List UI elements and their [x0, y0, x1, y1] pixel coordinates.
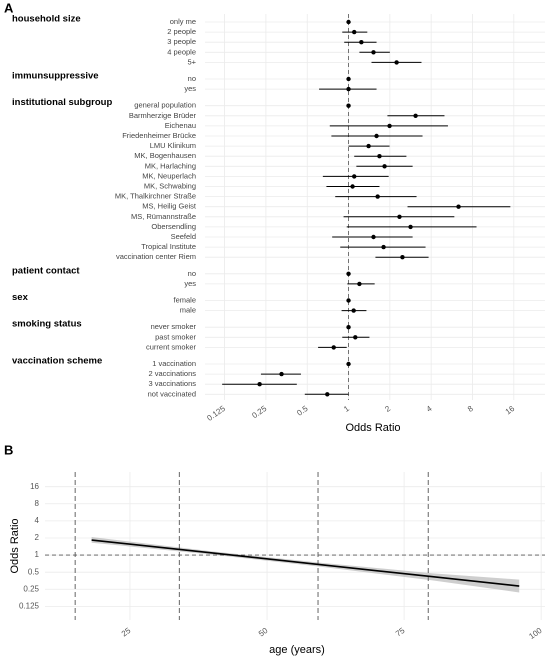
row-label: 3 vaccinations: [148, 379, 196, 388]
estimate-point: [350, 184, 355, 189]
estimate-point: [371, 50, 376, 55]
group-header: smoking status: [12, 319, 82, 330]
row-label: Barmherzige Brüder: [129, 111, 197, 120]
x-tick-label: 4: [425, 404, 434, 414]
row-label: vaccination center Riem: [116, 252, 196, 261]
y-tick-label: 0.125: [19, 601, 40, 610]
fitted-line: [91, 539, 520, 587]
group-header: institutional subgroup: [12, 97, 112, 108]
estimate-point: [387, 123, 392, 129]
estimate-point: [346, 325, 351, 330]
row-label: LMU Klinikum: [150, 141, 196, 150]
y-axis-label: Odds Ratio: [9, 518, 21, 573]
estimate-point: [331, 345, 336, 350]
x-axis-label: Odds Ratio: [345, 422, 400, 434]
row-label: current smoker: [146, 342, 197, 351]
y-tick-label: 2: [35, 533, 40, 542]
estimate-point: [346, 361, 351, 367]
row-label: general population: [134, 101, 196, 110]
x-axis-label: age (years): [269, 644, 325, 656]
row-label: MS, Rümannstraße: [131, 212, 196, 221]
y-tick-label: 1: [35, 550, 40, 559]
row-label: Seefeld: [171, 232, 196, 241]
estimate-point: [375, 194, 380, 199]
row-label: female: [173, 295, 196, 304]
group-header: household size: [12, 14, 81, 25]
row-label: 2 people: [167, 27, 196, 36]
row-label: Eichenau: [165, 121, 196, 130]
row-label: male: [180, 306, 196, 315]
estimate-point: [257, 382, 262, 387]
estimate-point: [279, 371, 284, 377]
group-header: vaccination scheme: [12, 356, 102, 367]
row-label: 2 vaccinations: [148, 369, 196, 378]
row-label: no: [188, 269, 196, 278]
estimate-point: [352, 29, 357, 35]
estimate-point: [357, 281, 362, 287]
estimate-point: [377, 154, 382, 159]
panel-label: A: [4, 0, 14, 15]
row-label: Tropical Institute: [141, 242, 196, 251]
x-tick-label: 1: [342, 404, 351, 414]
y-tick-label: 0.5: [28, 567, 40, 576]
y-tick-label: 16: [30, 482, 39, 491]
row-label: 4 people: [167, 47, 196, 56]
x-tick-label: 2: [383, 404, 392, 414]
row-label: Friedenheimer Brücke: [122, 131, 196, 140]
row-label: yes: [184, 84, 196, 93]
row-label: Obersendling: [151, 222, 196, 231]
row-label: MK, Bogenhausen: [134, 151, 196, 160]
estimate-point: [351, 308, 356, 313]
estimate-point: [353, 335, 358, 340]
estimate-point: [374, 133, 379, 139]
estimate-point: [400, 255, 405, 260]
row-label: never smoker: [151, 322, 197, 331]
row-label: only me: [170, 17, 196, 26]
group-header: immunsuppressive: [12, 71, 99, 82]
estimate-point: [346, 19, 351, 25]
estimate-point: [394, 60, 399, 65]
estimate-point: [413, 113, 418, 119]
estimate-point: [352, 174, 357, 179]
row-label: MS, Heilig Geist: [142, 202, 197, 211]
y-tick-label: 0.25: [23, 584, 39, 593]
estimate-point: [366, 143, 371, 149]
estimate-point: [408, 224, 413, 230]
row-label: 3 people: [167, 37, 196, 46]
row-label: MK, Thalkirchner Straße: [115, 192, 196, 201]
estimate-point: [382, 164, 387, 169]
estimate-point: [346, 103, 351, 108]
estimate-point: [346, 298, 351, 303]
y-tick-label: 4: [35, 516, 40, 525]
row-label: MK, Harlaching: [145, 161, 196, 170]
estimate-point: [346, 271, 351, 276]
group-header: patient contact: [12, 265, 80, 276]
estimate-point: [325, 392, 330, 397]
y-tick-label: 8: [35, 499, 40, 508]
x-tick-label: 8: [466, 404, 475, 414]
estimate-point: [397, 214, 402, 219]
row-label: 5+: [187, 57, 196, 66]
estimate-point: [359, 40, 364, 45]
row-label: MK, Schwabing: [144, 181, 196, 190]
estimate-point: [371, 234, 376, 240]
estimate-point: [381, 244, 386, 250]
row-label: 1 vaccination: [152, 359, 196, 368]
estimate-point: [456, 204, 461, 209]
row-label: MK, Neuperlach: [142, 171, 196, 180]
group-header: sex: [12, 292, 29, 303]
row-label: not vaccinated: [148, 389, 196, 398]
row-label: yes: [184, 279, 196, 288]
row-label: no: [188, 74, 196, 83]
row-label: past smoker: [155, 332, 196, 341]
panel-label: B: [4, 442, 13, 457]
estimate-point: [346, 76, 351, 82]
estimate-point: [346, 86, 351, 92]
